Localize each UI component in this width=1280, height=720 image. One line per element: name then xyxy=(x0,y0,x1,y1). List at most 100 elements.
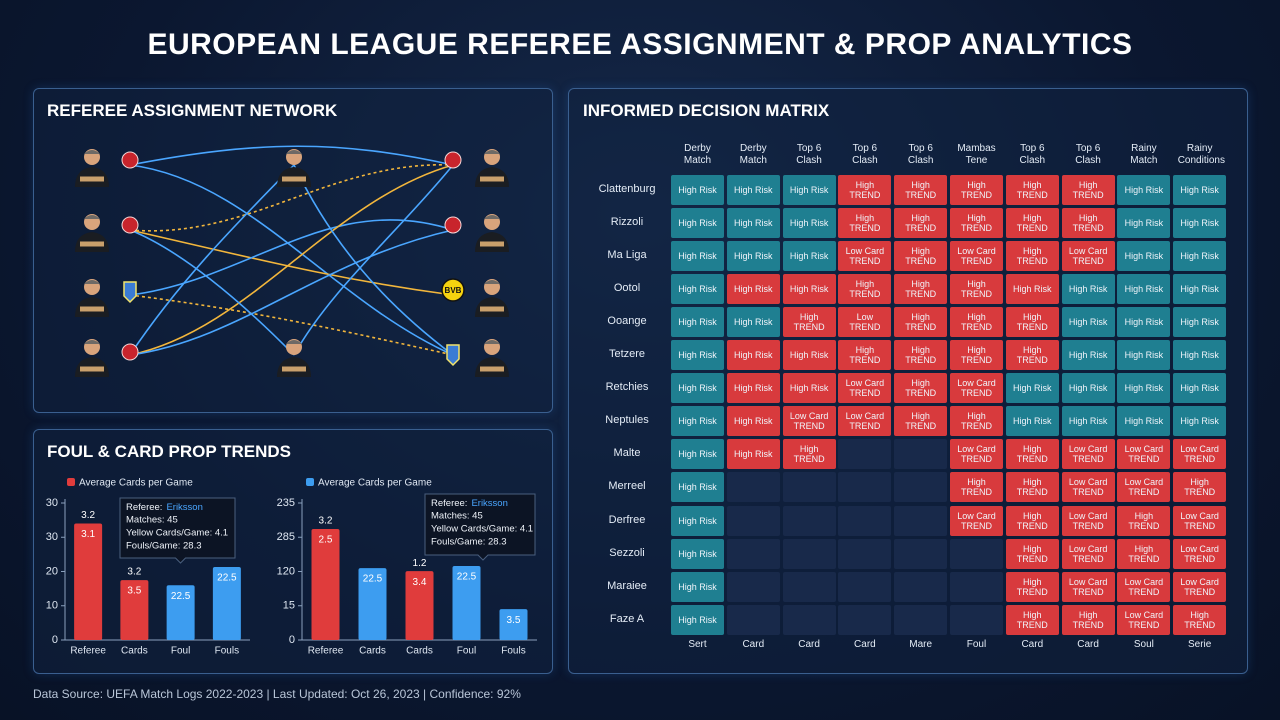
matrix-cell: Low Card TREND xyxy=(1061,439,1115,470)
matrix-cell-text: High TREND xyxy=(1072,213,1104,234)
column-header: Top 6 Clash xyxy=(894,143,947,167)
matrix-cell-text: Low Card TREND xyxy=(789,411,829,432)
matrix-cell: High TREND xyxy=(950,406,1003,437)
matrix-cell: High Risk xyxy=(726,175,780,205)
matrix-cell xyxy=(726,571,780,602)
matrix-cell: High TREND xyxy=(894,340,948,371)
matrix-cell: High TREND xyxy=(950,472,1003,503)
matrix-cell: High Risk xyxy=(1173,208,1227,239)
matrix-cell-text: High Risk xyxy=(789,383,829,394)
matrix-cell-text: Low Card TREND xyxy=(1180,543,1219,564)
row-label-text: Rizzoli xyxy=(610,216,644,229)
matrix-cell: High TREND xyxy=(894,406,948,437)
matrix-cell: High Risk xyxy=(671,373,724,404)
matrix-cell-text: Low Card TREND xyxy=(845,411,885,432)
matrix-cell-text: High Risk xyxy=(1068,383,1108,394)
matrix-cell: High Risk xyxy=(1173,406,1227,437)
row-label: Merreel xyxy=(572,480,682,492)
matrix-cell-text: High TREND xyxy=(961,411,992,432)
matrix-cell: Low Card TREND xyxy=(838,406,892,437)
matrix-cell: High TREND xyxy=(1005,439,1059,470)
trends-panel xyxy=(33,429,553,674)
matrix-cell: High TREND xyxy=(894,175,948,205)
row-label-text: Ma Liga xyxy=(607,249,647,262)
matrix-cell: High Risk xyxy=(671,505,724,536)
column-footer: Soul xyxy=(1117,639,1170,651)
column-header: Rainy Match xyxy=(1117,143,1170,167)
matrix-cell-text: High TREND xyxy=(849,279,881,300)
column-footer-text: Card xyxy=(1077,639,1099,650)
row-label: Malte xyxy=(572,447,682,459)
matrix-cell-text: High TREND xyxy=(1016,510,1048,531)
row-label: Rizzoli xyxy=(572,216,682,228)
matrix-cell: High Risk xyxy=(726,274,780,305)
matrix-cell: High TREND xyxy=(1005,571,1059,602)
matrix-cell: High TREND xyxy=(1005,208,1059,239)
matrix-cell xyxy=(726,604,780,635)
column-footer-text: Card xyxy=(854,639,876,650)
matrix-cell-text: High TREND xyxy=(1016,213,1048,234)
matrix-cell: High TREND xyxy=(1005,340,1059,371)
matrix-cell: High TREND xyxy=(838,175,892,205)
column-footer: Card xyxy=(838,639,891,651)
matrix-cell-text: High Risk xyxy=(1124,350,1164,361)
matrix-cell-text: High Risk xyxy=(1124,416,1164,427)
matrix-cell-text: High Risk xyxy=(1068,317,1108,328)
row-label-text: Ooange xyxy=(607,315,647,328)
matrix-cell-text: High Risk xyxy=(734,218,773,229)
matrix-cell: High TREND xyxy=(1061,175,1115,205)
matrix-cell-text: High Risk xyxy=(1180,317,1219,328)
matrix-cell: High Risk xyxy=(671,538,724,569)
column-footer: Card xyxy=(1062,639,1115,651)
matrix-cell-text: High Risk xyxy=(789,350,829,361)
row-label: Neptules xyxy=(572,414,682,426)
matrix-cell: High Risk xyxy=(782,274,836,305)
matrix-cell-text: High Risk xyxy=(1068,284,1108,295)
matrix-cell: High Risk xyxy=(1117,274,1171,305)
matrix-cell-text: High TREND xyxy=(961,477,992,498)
matrix-cell xyxy=(726,472,780,503)
matrix-cell: High TREND xyxy=(894,307,948,338)
matrix-cell-text: High TREND xyxy=(1184,477,1216,498)
column-header: Top 6 Clash xyxy=(1062,143,1115,167)
matrix-cell-text: Low Card TREND xyxy=(957,444,996,465)
column-footer: Card xyxy=(1006,639,1059,651)
matrix-cell: High Risk xyxy=(1117,406,1171,437)
matrix-cell-text: High TREND xyxy=(961,180,992,200)
matrix-cell: High Risk xyxy=(1005,274,1059,305)
matrix-cell: High Risk xyxy=(671,439,724,470)
matrix-cell-text: High TREND xyxy=(905,246,937,267)
network-panel xyxy=(33,88,553,413)
matrix-cell-text: High TREND xyxy=(1016,576,1048,597)
matrix-cell-text: High Risk xyxy=(1013,416,1052,427)
matrix-cell: High TREND xyxy=(950,340,1003,371)
matrix-cell-text: High Risk xyxy=(678,350,717,361)
matrix-cell: Low Card TREND xyxy=(1061,241,1115,272)
matrix-cell-text: High Risk xyxy=(734,350,773,361)
matrix-cell-text: Low Card TREND xyxy=(1180,576,1219,597)
matrix-cell-text: High Risk xyxy=(678,251,717,262)
column-header-text: Rainy Match xyxy=(1130,143,1158,166)
matrix-cell-text: High Risk xyxy=(1180,251,1219,262)
matrix-cell-text: High Risk xyxy=(734,284,773,295)
matrix-cell-text: High Risk xyxy=(734,383,773,394)
column-footer: Sert xyxy=(671,639,724,651)
matrix-cell-text: High TREND xyxy=(1016,180,1048,200)
matrix-cell xyxy=(838,571,892,602)
column-header-text: Top 6 Clash xyxy=(1075,143,1101,166)
column-footer-text: Serie xyxy=(1188,639,1212,650)
row-label: Derfree xyxy=(572,514,682,526)
matrix-cell: High Risk xyxy=(1117,340,1171,371)
row-label-text: Clattenburg xyxy=(598,183,656,195)
matrix-cell-text: High Risk xyxy=(1180,350,1219,361)
matrix-cell xyxy=(838,604,892,635)
row-label-text: Sezzoli xyxy=(609,546,645,559)
matrix-cell-text: High Risk xyxy=(1013,383,1052,394)
matrix-cell: Low Card TREND xyxy=(1061,538,1115,569)
matrix-cell xyxy=(782,505,836,536)
column-header: Top 6 Clash xyxy=(838,143,891,167)
matrix-cell-text: Low Card TREND xyxy=(957,378,996,399)
matrix-cell: High Risk xyxy=(726,439,780,470)
matrix-cell: Low Card TREND xyxy=(950,373,1003,404)
